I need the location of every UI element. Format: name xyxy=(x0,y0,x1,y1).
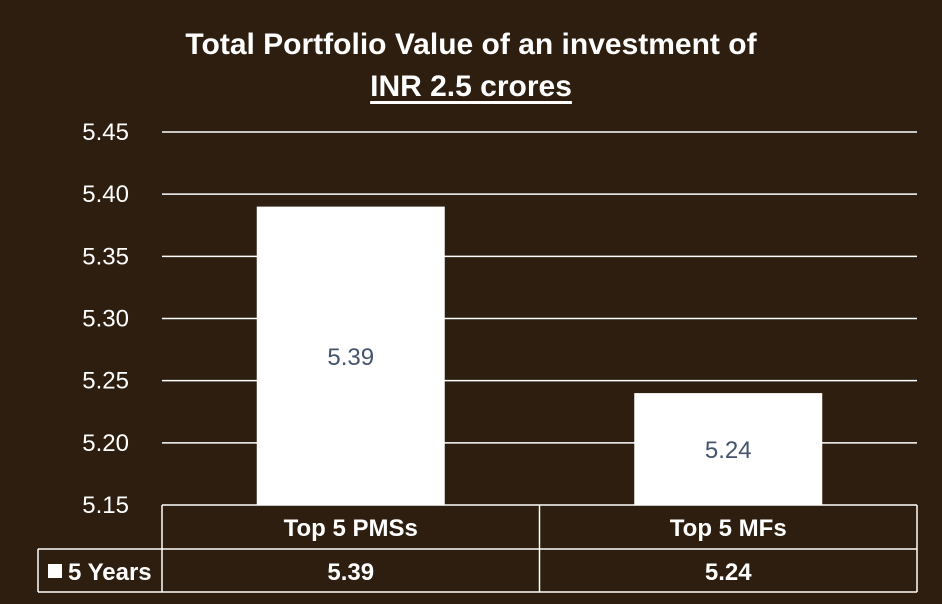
y-tick-label: 5.35 xyxy=(82,243,129,270)
y-tick-label: 5.20 xyxy=(82,430,129,457)
legend-swatch xyxy=(48,564,62,578)
y-tick-label: 5.40 xyxy=(82,181,129,208)
bar xyxy=(634,393,823,505)
chart-subtitle: INR 2.5 crores xyxy=(370,70,572,103)
x-category-label: Top 5 MFs xyxy=(670,515,787,542)
data-table-value: 5.39 xyxy=(327,559,374,586)
chart-title: Total Portfolio Value of an investment o… xyxy=(185,28,757,61)
y-tick-label: 5.45 xyxy=(82,119,129,146)
bar xyxy=(256,206,445,505)
y-tick-label: 5.30 xyxy=(82,306,129,333)
data-table-value: 5.24 xyxy=(705,559,752,586)
chart-subtitle-wrapper: INR 2.5 crores xyxy=(0,70,942,104)
bar-value-label: 5.24 xyxy=(705,437,752,464)
legend-label: 5 Years xyxy=(68,559,152,586)
bar-value-label: 5.39 xyxy=(327,344,374,371)
x-category-label: Top 5 PMSs xyxy=(284,515,418,542)
y-tick-label: 5.15 xyxy=(82,492,129,519)
y-tick-label: 5.25 xyxy=(82,368,129,395)
